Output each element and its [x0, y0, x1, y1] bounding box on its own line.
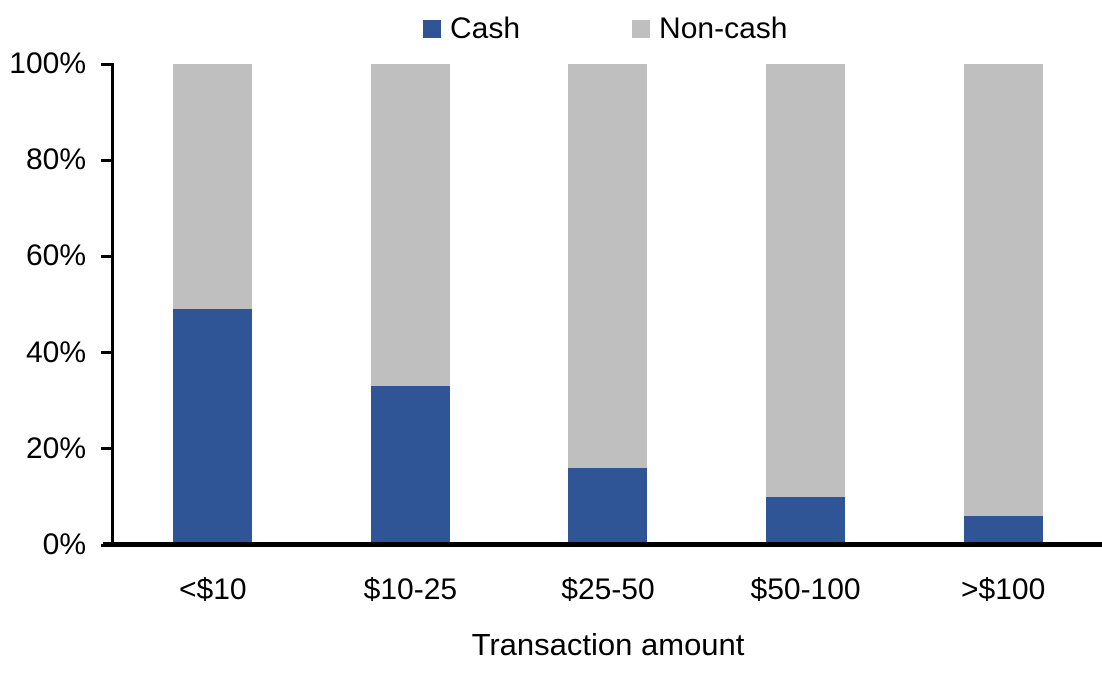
- x-tick-label: >$100: [961, 573, 1046, 606]
- bar-slot: [114, 64, 312, 545]
- y-tick-mark: [101, 158, 111, 162]
- cash-segment: [568, 468, 648, 545]
- x-axis-labels: <$10 $10-25 $25-50 $50-100 >$100: [114, 574, 1102, 606]
- y-tick-label: 0%: [42, 528, 86, 561]
- x-tick-label: <$10: [179, 573, 247, 606]
- bar-slot: [904, 64, 1102, 545]
- y-tick-mark: [101, 447, 111, 451]
- y-tick-label: 100%: [9, 47, 86, 80]
- x-axis-title: Transaction amount: [471, 627, 745, 662]
- cash-segment: [370, 386, 450, 545]
- cash-segment: [173, 309, 253, 545]
- bar-slot: [509, 64, 707, 545]
- y-tick-label: 80%: [25, 143, 86, 177]
- legend-label-noncash: Non-cash: [659, 12, 788, 45]
- stacked-bar-2: [370, 64, 450, 545]
- noncash-swatch: [632, 20, 651, 38]
- legend-label-cash: Cash: [450, 12, 521, 45]
- y-tick-mark: [101, 62, 111, 66]
- stacked-bar-1: [173, 64, 253, 545]
- noncash-segment: [370, 64, 450, 387]
- y-tick-mark: [101, 351, 111, 355]
- cash-segment: [963, 516, 1043, 545]
- legend-item-cash: Cash: [423, 12, 520, 46]
- bar-slot: [312, 64, 510, 545]
- cash-segment: [766, 496, 846, 545]
- noncash-segment: [568, 64, 648, 469]
- y-tick-label: 60%: [25, 239, 86, 273]
- y-tick-label: 40%: [25, 335, 86, 369]
- x-axis-line: [103, 542, 1102, 547]
- x-tick-label: $25-50: [561, 573, 655, 606]
- stacked-bar-3: [568, 64, 648, 545]
- noncash-segment: [173, 64, 253, 310]
- x-tick-label: $50-100: [750, 573, 861, 606]
- y-tick-label: 20%: [25, 431, 86, 465]
- bar-slot: [707, 64, 905, 545]
- noncash-segment: [766, 64, 846, 497]
- y-tick-mark: [101, 254, 111, 258]
- x-tick-label: $10-25: [363, 573, 458, 606]
- stacked-bar-4: [766, 64, 846, 545]
- y-axis-line: [111, 63, 114, 546]
- stacked-bar-5: [963, 64, 1043, 545]
- noncash-segment: [963, 64, 1043, 517]
- legend: Cash Non-cash: [423, 12, 787, 46]
- legend-item-noncash: Non-cash: [632, 12, 787, 46]
- plot-area: [114, 64, 1102, 545]
- cash-swatch: [423, 20, 441, 38]
